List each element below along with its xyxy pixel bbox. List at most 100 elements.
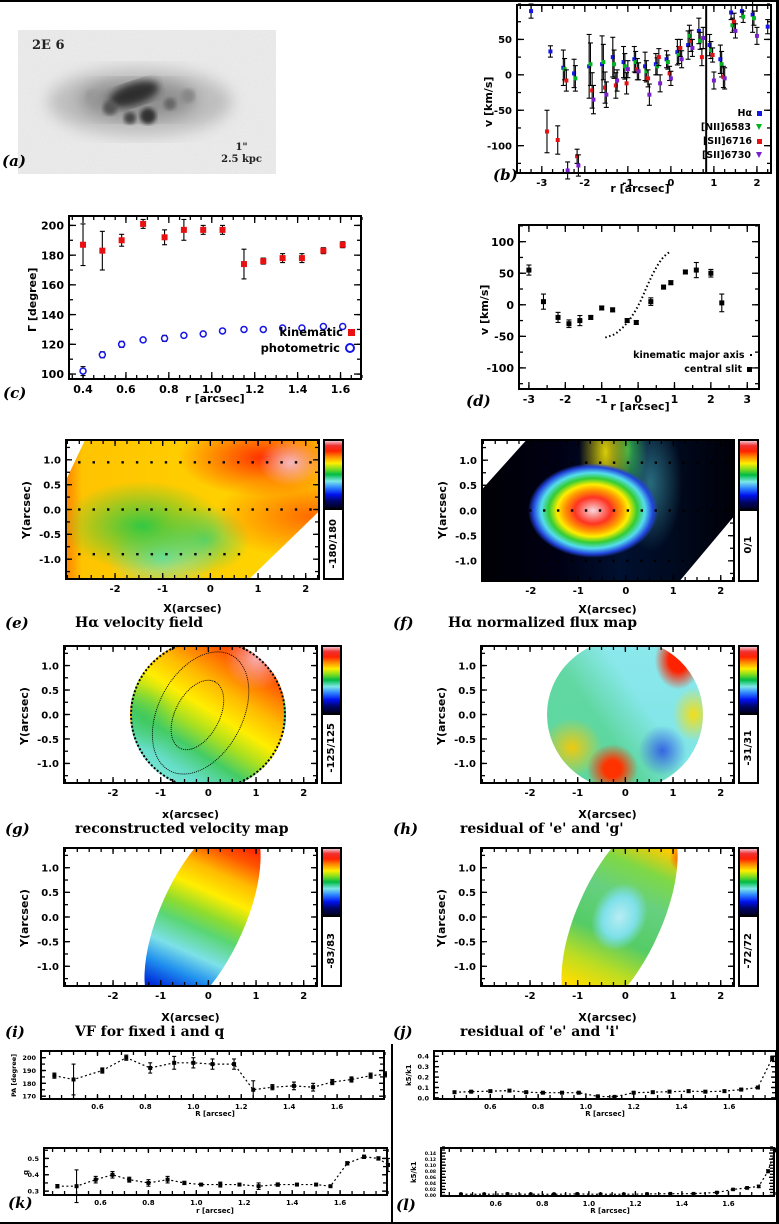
svg-text:160: 160	[41, 279, 64, 292]
svg-text:-1: -1	[622, 178, 633, 189]
axis-ratio-profile-plot: 0.6 0.8 1.0 1.2 1.4 1.6 0.3 0.4 0.5	[27, 1147, 390, 1207]
svg-text:0.8: 0.8	[532, 1103, 545, 1111]
svg-text:0.08: 0.08	[425, 1169, 436, 1175]
panel-h-residual-map: -2 -1 0 1 2 1.0 0.5 0.0 -0.5 -1.0	[454, 645, 735, 799]
b-canvas: -3 -2 -1 0 1 2 50 0 -50 -100	[487, 2, 772, 189]
panel-b-legend: Hα [NII]6583 [SII]6716 [SII]6730	[648, 106, 762, 162]
panel-h-y-axis-label: Y(arcsec)	[435, 687, 448, 745]
d-canvas: -3 -2 -1 0 1 2 3 100 50 0 -50 -100	[486, 224, 760, 406]
scale-bar: 1" 2.5 kpc	[221, 142, 262, 166]
panel-i-colorbar: -83/83	[321, 847, 342, 987]
colorbar-gradient	[738, 847, 759, 917]
svg-text:0.5: 0.5	[43, 480, 61, 491]
svg-text:1.0: 1.0	[583, 1200, 596, 1208]
svg-text:0.1: 0.1	[417, 1084, 429, 1092]
panel-e-tag: (e)	[5, 614, 29, 632]
svg-text:-2: -2	[524, 788, 535, 799]
panel-b-y-axis-label: v [km/s]	[482, 76, 495, 128]
panel-d-y-axis-label: v [km/s]	[478, 284, 491, 335]
svg-text:-1.0: -1.0	[39, 555, 61, 566]
svg-text:1.6: 1.6	[722, 1200, 735, 1208]
h-canvas: -2 -1 0 1 2 1.0 0.5 0.0 -0.5 -1.0	[454, 645, 735, 799]
svg-text:0.8: 0.8	[536, 1200, 549, 1208]
svg-text:2: 2	[300, 788, 307, 799]
q-canvas: 0.6 0.8 1.0 1.2 1.4 1.6 0.3 0.4 0.5	[27, 1147, 390, 1207]
svg-text:1.2: 1.2	[238, 1199, 251, 1207]
galaxy-image	[18, 30, 276, 174]
residual-disk	[547, 647, 703, 782]
svg-text:-0.5: -0.5	[454, 735, 476, 746]
pa-profile-x-axis-label: R [arcsec]	[195, 1110, 235, 1118]
svg-text:50: 50	[498, 35, 512, 46]
panel-e-velocity-field-map: -2 -1 0 1 2 1.0 0.5 0.0 -0.5 -1.0	[39, 439, 320, 595]
svg-text:2: 2	[717, 586, 724, 597]
colorbar-gradient	[321, 645, 342, 715]
svg-text:-2: -2	[524, 991, 535, 1002]
svg-text:0.4: 0.4	[417, 1053, 429, 1061]
panel-f-y-axis-label: Y(arcsec)	[436, 481, 449, 539]
svg-text:1: 1	[255, 584, 262, 595]
svg-text:-100: -100	[487, 141, 512, 152]
k5k1-profile-x-axis-label: R [arcsec]	[585, 1110, 625, 1118]
svg-text:-1: -1	[572, 788, 583, 799]
svg-text:-2: -2	[107, 788, 118, 799]
panel-a-galaxy-image: 2E 6 1" 2.5 kpc	[18, 30, 276, 174]
svg-text:0.3: 0.3	[27, 1188, 39, 1196]
major-axis-marker-icon	[749, 353, 752, 357]
k5k1-profile-plot: 0.6 0.8 1.0 1.2 1.4 1.6 0.0 0.1 0.2 0.3 0.4	[417, 1050, 776, 1111]
svg-text:1.0: 1.0	[202, 383, 222, 396]
svg-text:1.0: 1.0	[41, 864, 59, 875]
panel-i-model-velocity-field: -2 -1 0 1 2 1.0 0.5 0.0 -0.5 -1.0	[37, 847, 318, 1002]
panel-g-y-axis-label: Y(arcsec)	[18, 687, 31, 745]
panel-f-colorbar: 0/1	[738, 439, 759, 582]
svg-text:-0.5: -0.5	[454, 937, 476, 948]
panel-c-y-axis-label: Γ [degree]	[26, 267, 39, 332]
panel-d-tag: (d)	[466, 392, 491, 410]
svg-text:1.6: 1.6	[723, 1103, 736, 1111]
svg-text:1.0: 1.0	[190, 1199, 203, 1207]
panel-k-tag: (k)	[8, 1194, 33, 1212]
svg-text:0: 0	[634, 393, 642, 406]
panel-f-flux-map: -2 -1 0 1 2 1.0 0.5 0.0 -0.5 -1.0	[455, 439, 735, 597]
panel-g-reconstructed-velocity-map: -2 -1 0 1 2 1.0 0.5 0.0 -0.5 -1.0	[37, 645, 318, 799]
velocity-disk	[130, 647, 286, 782]
colorbar-range-label: -72/72	[738, 917, 759, 987]
legend-item-kinematic: kinematic	[225, 324, 355, 340]
svg-text:1.0: 1.0	[459, 456, 477, 467]
k5k1-profile-y-axis-label: k5/k1	[405, 1064, 413, 1086]
panel-f-x-axis-label: X(arcsec)	[578, 603, 637, 616]
model-vf-surface	[65, 849, 316, 985]
legend-item-photometric: photometric	[225, 340, 355, 356]
panel-j-residual-map: -2 -1 0 1 2 1.0 0.5 0.0 -0.5 -1.0	[454, 847, 735, 1002]
svg-text:0: 0	[207, 584, 214, 595]
svg-text:0.0: 0.0	[417, 1094, 429, 1102]
svg-text:1.0: 1.0	[580, 1103, 593, 1111]
svg-text:120: 120	[41, 339, 64, 352]
svg-text:0: 0	[622, 586, 629, 597]
svg-text:2: 2	[707, 393, 715, 406]
svg-text:0.8: 0.8	[159, 383, 179, 396]
svg-text:1.0: 1.0	[43, 456, 61, 467]
k5k1-profile-2-x-axis-label: R [arcsec]	[590, 1207, 630, 1215]
svg-text:-1: -1	[573, 586, 584, 597]
central-slit-marker-icon	[747, 366, 752, 372]
svg-text:1.6: 1.6	[331, 1103, 344, 1111]
svg-text:50: 50	[499, 267, 515, 280]
svg-text:0.0: 0.0	[41, 913, 59, 924]
svg-text:180: 180	[22, 1080, 36, 1088]
reconstructed-velocity-surface	[65, 647, 316, 782]
svg-text:-1: -1	[596, 393, 608, 406]
panel-i-caption: VF for fixed i and q	[75, 1024, 225, 1040]
svg-text:0.5: 0.5	[27, 1155, 39, 1163]
panel-b-tag: (b)	[493, 166, 518, 184]
svg-text:1.4: 1.4	[286, 1199, 299, 1207]
scale-angular-label: 1"	[235, 142, 248, 153]
galaxy-name-label: 2E 6	[32, 38, 65, 53]
svg-text:140: 140	[41, 309, 64, 322]
svg-text:180: 180	[41, 249, 64, 262]
panel-c-legend: kinematic photometric	[225, 324, 355, 356]
panel-h-tag: (h)	[393, 820, 419, 838]
svg-text:0: 0	[667, 178, 674, 189]
flux-map-surface	[483, 441, 733, 580]
panel-d-velocity-curve-plot: -3 -2 -1 0 1 2 3 100 50 0 -50 -100	[486, 224, 760, 406]
